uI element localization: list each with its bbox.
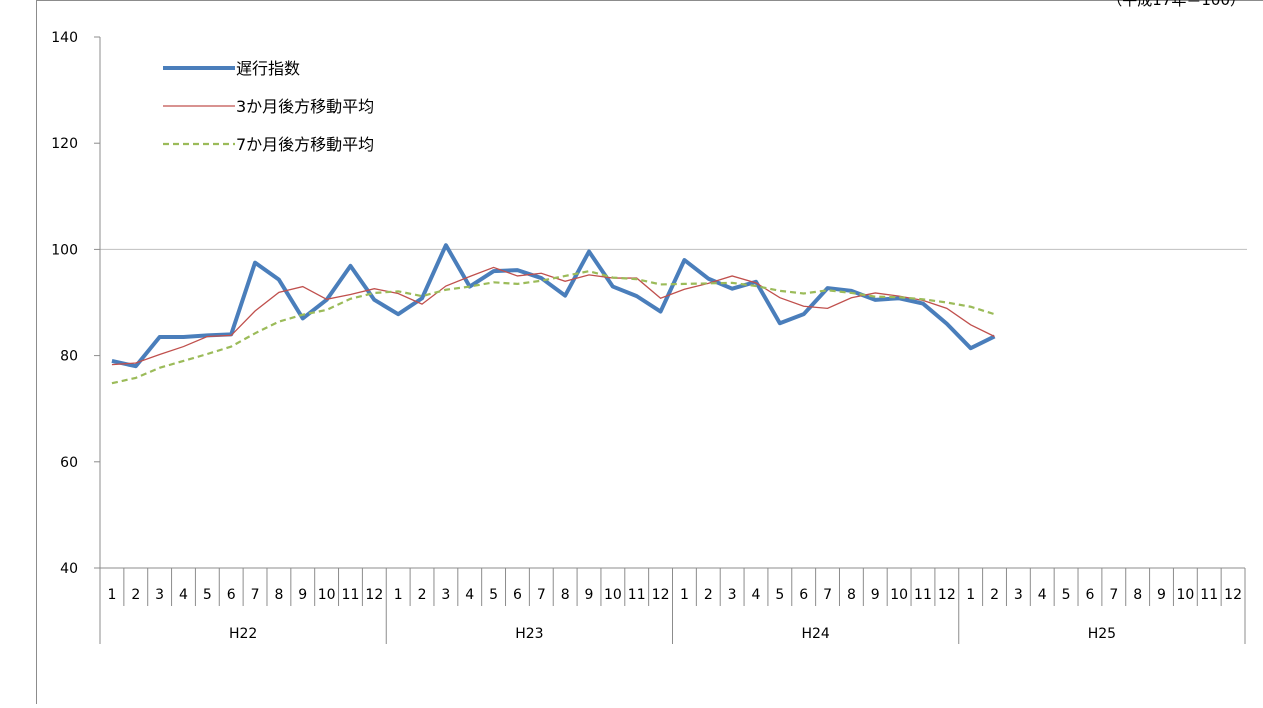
x-tick-label: 4 (179, 587, 188, 603)
x-tick-label: 8 (847, 587, 856, 603)
series-lines (112, 245, 995, 383)
y-tick-label: 80 (60, 349, 78, 365)
x-tick-label: 11 (1200, 587, 1218, 603)
x-tick-label: 8 (1133, 587, 1142, 603)
x-tick-label: 6 (513, 587, 522, 603)
x-tick-label: 7 (537, 587, 546, 603)
x-tick-label: 1 (680, 587, 689, 603)
x-tick-label: 3 (728, 587, 737, 603)
x-tick-label: 12 (938, 587, 956, 603)
x-tick-label: 10 (318, 587, 336, 603)
x-tick-label: 10 (890, 587, 908, 603)
x-tick-label: 4 (752, 587, 761, 603)
x-tick-label: 5 (775, 587, 784, 603)
x-tick-label: 2 (990, 587, 999, 603)
x-tick-label: 3 (441, 587, 450, 603)
y-tick-label: 40 (60, 561, 78, 577)
year-label: H24 (801, 626, 829, 642)
legend-label-ma3: 3か月後方移動平均 (236, 97, 374, 116)
x-tick-label: 8 (274, 587, 283, 603)
series-line-lagging (112, 245, 995, 366)
x-tick-label: 5 (203, 587, 212, 603)
x-tick-label: 7 (823, 587, 832, 603)
x-tick-label: 11 (914, 587, 932, 603)
y-tick-label: 120 (51, 136, 78, 152)
year-label: H25 (1088, 626, 1116, 642)
x-tick-label: 7 (251, 587, 260, 603)
x-tick-label: 2 (131, 587, 140, 603)
y-tick-label: 100 (51, 242, 78, 258)
year-label: H22 (229, 626, 257, 642)
x-tick-label: 1 (966, 587, 975, 603)
legend-label-lagging: 遅行指数 (236, 59, 300, 78)
x-tick-label: 6 (1085, 587, 1094, 603)
x-tick-label: 9 (585, 587, 594, 603)
series-line-ma3 (112, 267, 995, 364)
x-tick-label: 11 (628, 587, 646, 603)
base-year-note: （平成17年＝100） (1107, 0, 1245, 10)
y-tick-label: 60 (60, 455, 78, 471)
x-tick-label: 12 (1224, 587, 1242, 603)
x-tick-label: 10 (1176, 587, 1194, 603)
x-tick-label: 2 (704, 587, 713, 603)
x-tick-label: 7 (1109, 587, 1118, 603)
x-tick-label: 1 (107, 587, 116, 603)
x-tick-label: 9 (1157, 587, 1166, 603)
year-label: H23 (515, 626, 543, 642)
x-tick-label: 4 (465, 587, 474, 603)
y-tick-label: 140 (51, 30, 78, 46)
legend-label-ma7: 7か月後方移動平均 (236, 135, 374, 154)
x-tick-label: 5 (1062, 587, 1071, 603)
x-tick-label: 3 (1014, 587, 1023, 603)
x-tick-label: 12 (652, 587, 670, 603)
legend: 遅行指数 3か月後方移動平均 7か月後方移動平均 (163, 59, 374, 154)
x-tick-label: 6 (799, 587, 808, 603)
x-tick-label: 4 (1038, 587, 1047, 603)
x-tick-label: 12 (365, 587, 383, 603)
x-tick-label: 6 (227, 587, 236, 603)
x-tick-label: 10 (604, 587, 622, 603)
x-tick-label: 9 (871, 587, 880, 603)
x-tick-label: 2 (418, 587, 427, 603)
x-tick-label: 1 (394, 587, 403, 603)
x-tick-label: 11 (342, 587, 360, 603)
x-tick-label: 3 (155, 587, 164, 603)
x-tick-label: 5 (489, 587, 498, 603)
x-tick-label: 9 (298, 587, 307, 603)
x-tick-label: 8 (561, 587, 570, 603)
